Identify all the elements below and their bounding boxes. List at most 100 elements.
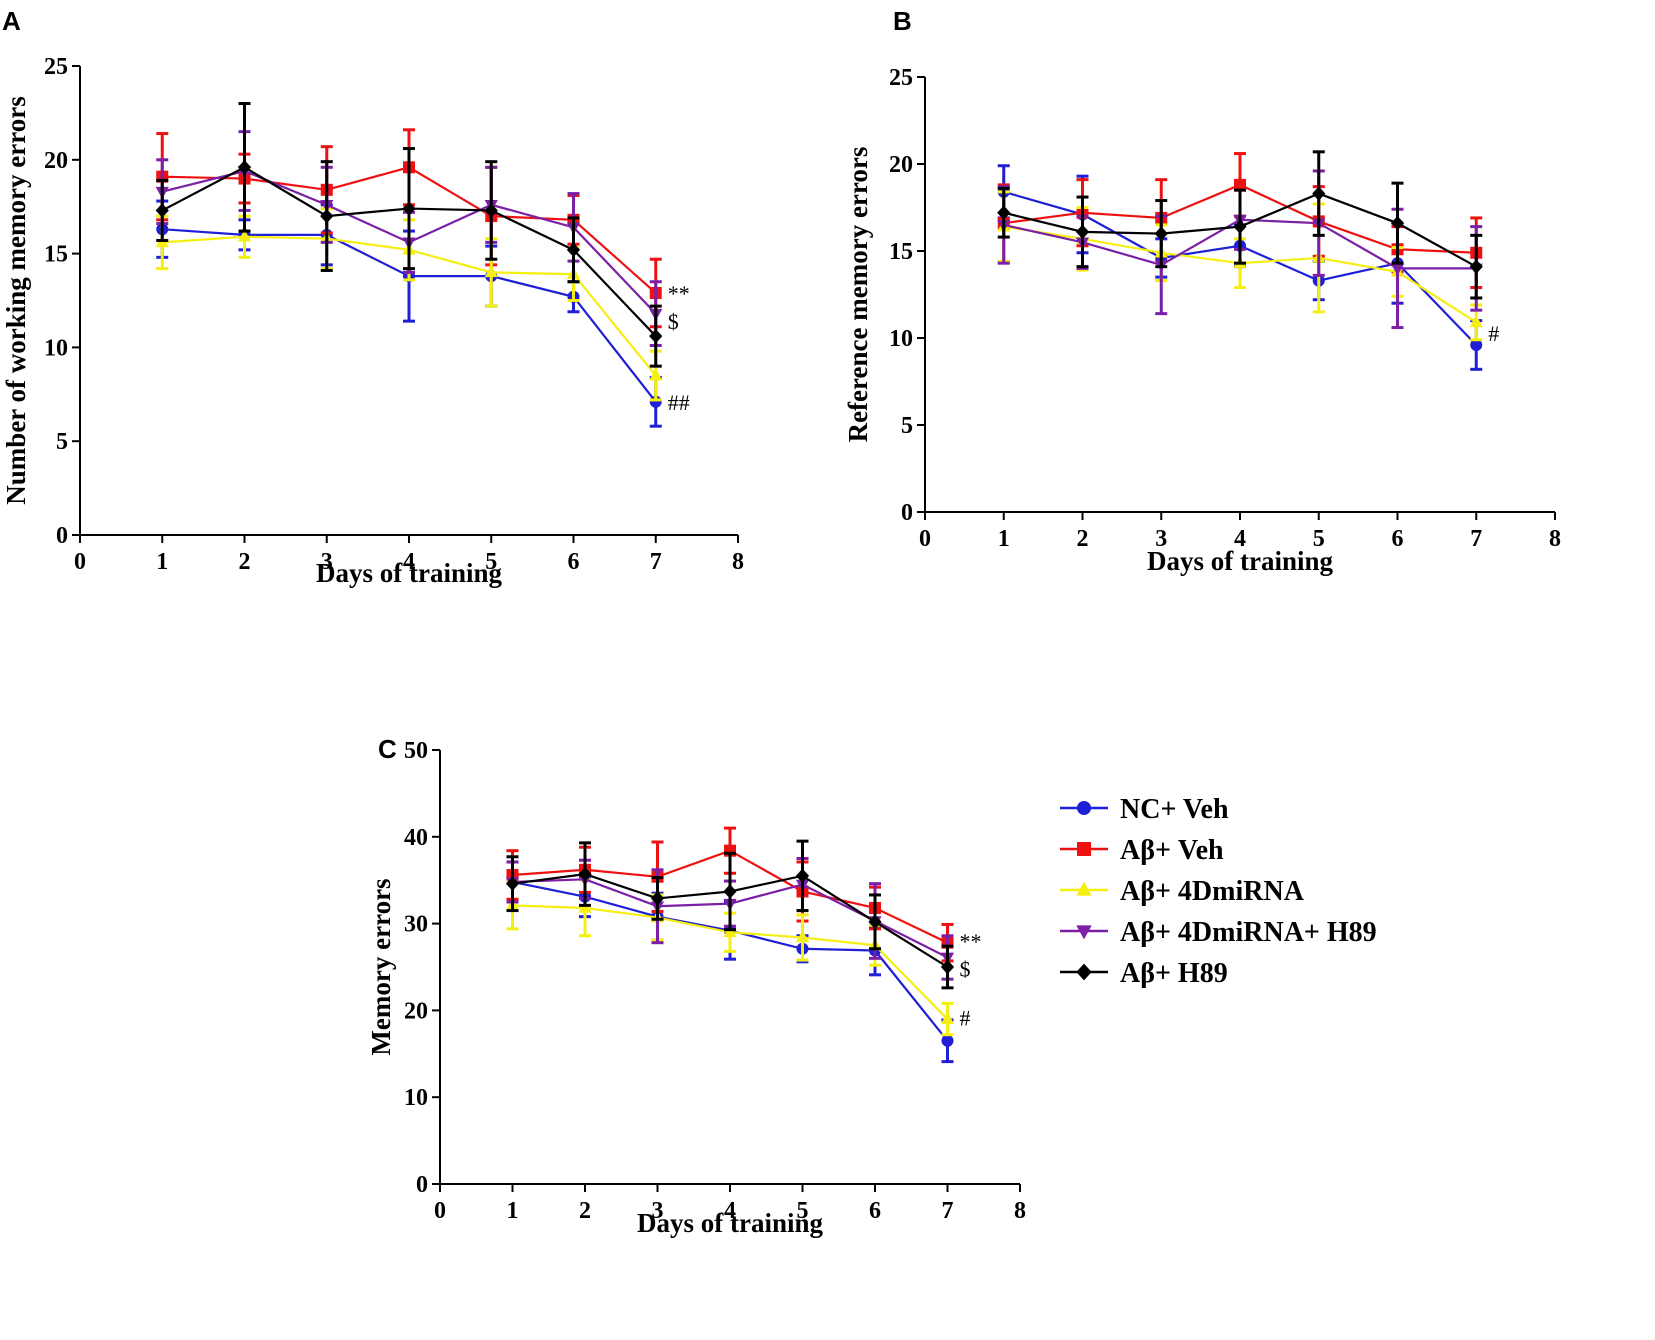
- x-tick-label: 8: [732, 549, 744, 575]
- significance-label: #: [1488, 321, 1499, 346]
- x-axis-title: Days of training: [1147, 546, 1334, 576]
- chart-panel-a: 0 5 10 15 20 25 0 1 2 3 4 5 6 7 8 Days of training Numbe…: [1, 54, 744, 588]
- x-axis-title: Days of training: [316, 558, 503, 588]
- data-point: [320, 208, 334, 224]
- x-axis-title: Days of training: [637, 1208, 824, 1238]
- significance-label: **: [668, 281, 690, 306]
- x-tick-label: 5: [485, 549, 497, 575]
- legend-item-ab-4dmirna: Aβ+ 4DmiRNA: [1060, 876, 1305, 907]
- x-tick-label: 7: [942, 1198, 954, 1224]
- y-tick-label: 15: [889, 239, 913, 265]
- y-tick-label: 40: [404, 825, 428, 851]
- data-point: [237, 160, 252, 175]
- x-tick-label: 6: [869, 1198, 881, 1224]
- x-tick-label: 3: [652, 1198, 664, 1224]
- y-tick-label: 15: [44, 242, 68, 268]
- x-tick-label: 4: [724, 1198, 736, 1224]
- data-point: [484, 203, 498, 218]
- x-tick-label: 0: [434, 1198, 446, 1224]
- data-point: [1154, 226, 1168, 241]
- data-point: [997, 205, 1011, 220]
- data-point: [650, 891, 665, 906]
- chart-panel-c: 0 10 20 30 40 50 0 1 2 3 4 5 6 7 8 Days of training Memo…: [366, 738, 1026, 1238]
- legend-label: Aβ+ 4DmiRNA: [1120, 876, 1305, 907]
- data-point: [795, 930, 810, 943]
- x-tick-label: 5: [797, 1198, 809, 1224]
- y-tick-label: 20: [404, 998, 428, 1024]
- legend-marker: [1076, 925, 1092, 940]
- significance-label: #: [960, 1005, 971, 1030]
- x-tick-label: 3: [1155, 526, 1167, 552]
- data-point: [505, 876, 520, 891]
- data-point: [1469, 259, 1483, 274]
- legend-label: Aβ+ Veh: [1120, 835, 1224, 866]
- legend-marker: [1076, 881, 1092, 896]
- significance-label: ##: [668, 390, 690, 415]
- data-point: [940, 1011, 955, 1024]
- data-point: [649, 328, 663, 344]
- data-point: [940, 959, 955, 975]
- legend-item-ab-veh: Aβ+ Veh: [1060, 835, 1224, 866]
- y-tick-label: 10: [889, 326, 913, 352]
- series-ab-h89: [155, 102, 663, 368]
- y-axis-title: Memory errors: [366, 878, 396, 1055]
- legend: NC+ Veh Aβ+ Veh Aβ+ 4DmiRNA Aβ+ 4DmiRNA+ H8…: [1060, 794, 1377, 989]
- y-tick-label: 5: [901, 413, 913, 439]
- x-tick-label: 7: [1470, 526, 1482, 552]
- data-point: [1075, 224, 1090, 240]
- y-tick-label: 10: [404, 1085, 428, 1111]
- x-tick-label: 8: [1014, 1198, 1026, 1224]
- data-point: [723, 884, 737, 899]
- x-tick-label: 6: [568, 549, 580, 575]
- x-tick-label: 0: [74, 549, 86, 575]
- x-tick-label: 4: [403, 549, 415, 575]
- y-tick-label: 5: [56, 429, 68, 455]
- x-tick-label: 3: [321, 549, 333, 575]
- data-point: [941, 1034, 954, 1047]
- data-point: [578, 866, 592, 882]
- data-point: [566, 242, 581, 258]
- x-tick-label: 1: [156, 549, 168, 575]
- significance-label: $: [668, 309, 679, 334]
- y-tick-label: 20: [889, 152, 913, 178]
- series-ab-h89: [997, 150, 1483, 300]
- x-tick-label: 1: [998, 526, 1010, 552]
- x-tick-label: 1: [507, 1198, 519, 1224]
- y-tick-label: 20: [44, 148, 68, 174]
- legend-marker: [1076, 963, 1092, 981]
- legend-label: Aβ+ 4DmiRNA+ H89: [1120, 917, 1377, 948]
- y-tick-label: 0: [901, 500, 913, 526]
- x-tick-label: 6: [1392, 526, 1404, 552]
- y-tick-label: 25: [889, 65, 913, 91]
- x-tick-label: 0: [919, 526, 931, 552]
- y-tick-label: 10: [44, 335, 68, 361]
- y-axis-title: Reference memory errors: [843, 147, 873, 443]
- legend-marker: [1077, 801, 1091, 815]
- x-tick-label: 2: [239, 549, 251, 575]
- significance-label: $: [960, 957, 971, 982]
- data-point: [402, 201, 416, 216]
- panel-label-b: B: [893, 6, 912, 36]
- legend-item-ab-4dmirna-h89: Aβ+ 4DmiRNA+ H89: [1060, 917, 1377, 948]
- data-point: [155, 203, 169, 218]
- panel-label-c: C: [378, 734, 397, 764]
- legend-label: Aβ+ H89: [1120, 958, 1228, 989]
- y-tick-label: 0: [416, 1172, 428, 1198]
- significance-label: **: [960, 929, 982, 954]
- series-ab-h89: [505, 839, 955, 990]
- y-axis-title: Number of working memory errors: [1, 96, 31, 504]
- data-point: [1234, 178, 1246, 191]
- data-point: [1233, 219, 1247, 234]
- data-point: [1469, 315, 1483, 328]
- data-point: [795, 868, 810, 884]
- legend-marker: [1077, 842, 1091, 856]
- chart-panel-b: 0 5 10 15 20 25 0 1 2 3 4 5 6 7 8 Days of training Refer…: [843, 65, 1561, 576]
- legend-label: NC+ Veh: [1120, 794, 1229, 825]
- data-point: [237, 229, 252, 242]
- y-tick-label: 50: [404, 738, 428, 764]
- data-point: [868, 914, 882, 930]
- panel-label-a: A: [2, 6, 21, 36]
- x-tick-label: 2: [579, 1198, 591, 1224]
- x-tick-label: 4: [1234, 526, 1246, 552]
